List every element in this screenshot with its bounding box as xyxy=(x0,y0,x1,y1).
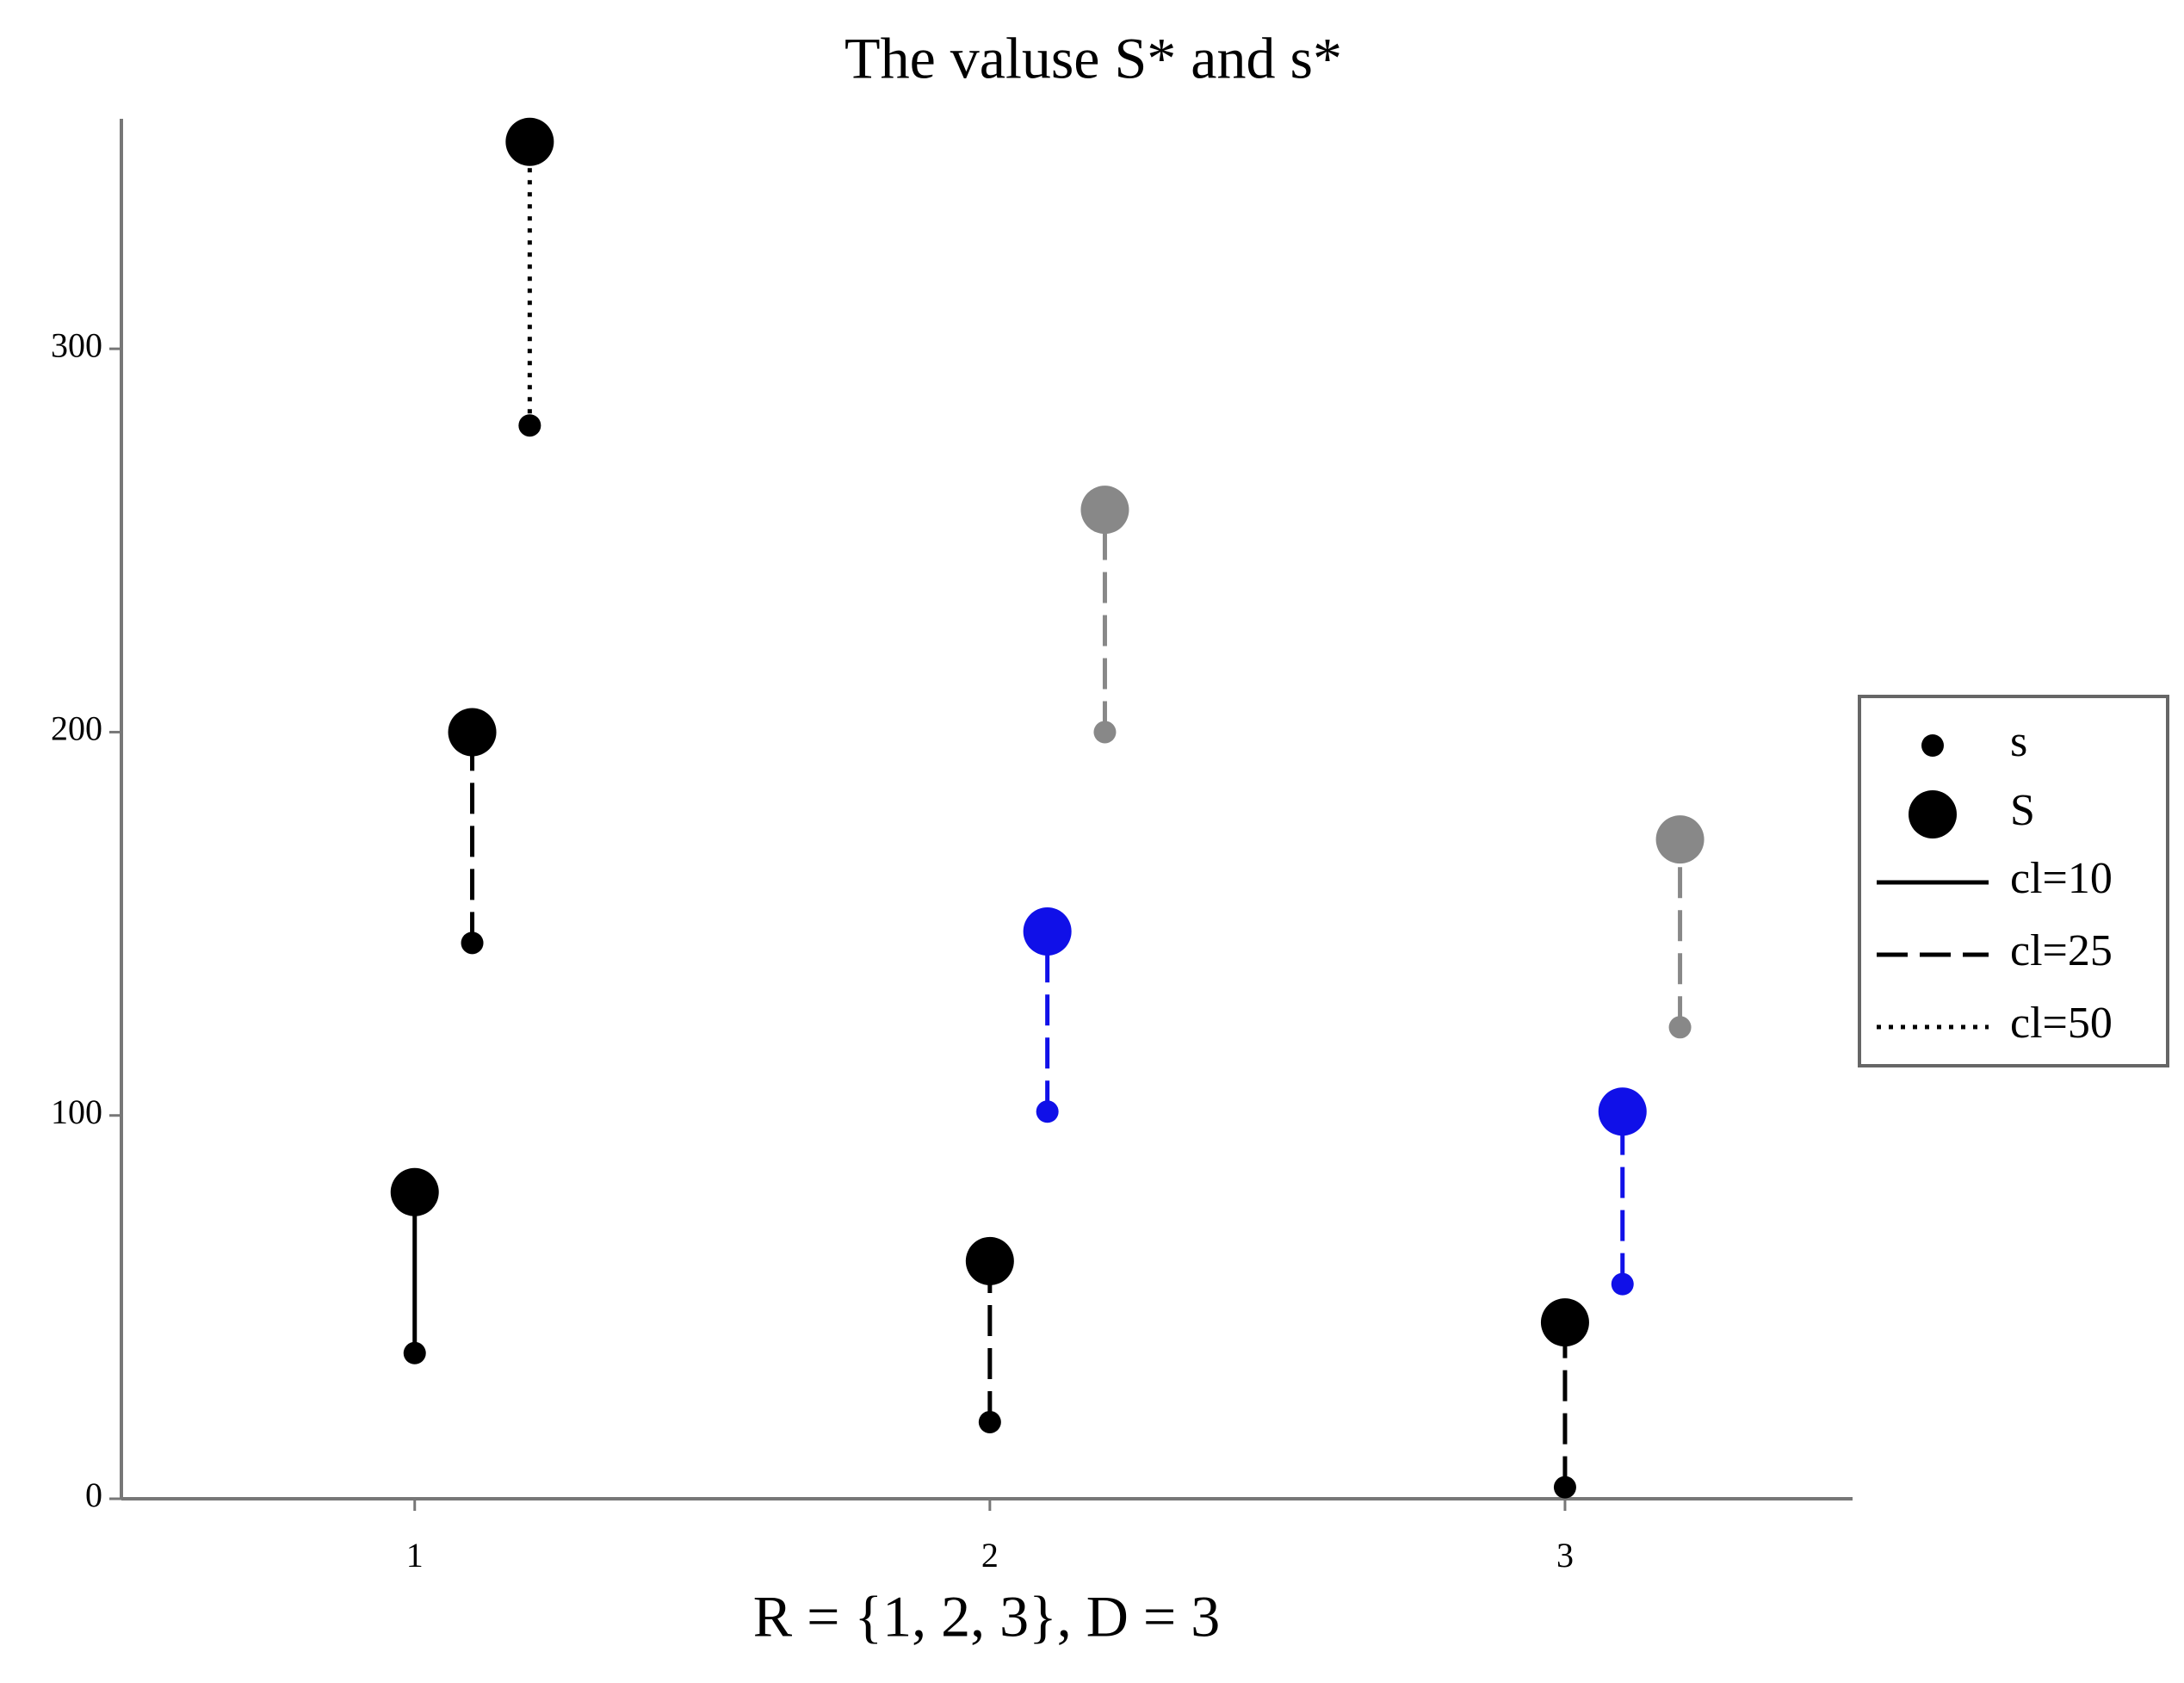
large-marker xyxy=(1655,815,1705,864)
small-marker xyxy=(403,1341,426,1364)
small-marker xyxy=(978,1410,1001,1433)
legend-label: cl=25 xyxy=(2010,926,2113,975)
x-tick-label: 2 xyxy=(981,1536,999,1575)
y-tick-label: 300 xyxy=(51,325,102,364)
small-marker xyxy=(1093,721,1117,744)
small-marker xyxy=(1553,1476,1576,1499)
x-axis-label: R = {1, 2, 3}, D = 3 xyxy=(753,1584,1220,1649)
x-tick-label: 3 xyxy=(1556,1536,1574,1575)
small-marker xyxy=(1611,1272,1634,1296)
y-tick-label: 100 xyxy=(51,1092,102,1131)
x-tick-label: 1 xyxy=(406,1536,424,1575)
large-marker xyxy=(1080,486,1129,535)
legend-marker xyxy=(1921,734,1944,757)
y-tick-label: 0 xyxy=(85,1476,102,1514)
y-tick-label: 200 xyxy=(51,709,102,748)
chart-title: The valuse S* and s* xyxy=(845,26,1342,91)
large-marker xyxy=(1598,1087,1647,1136)
small-marker xyxy=(1036,1100,1059,1123)
small-marker xyxy=(518,414,541,437)
large-marker xyxy=(448,708,497,757)
small-marker xyxy=(461,931,484,955)
large-marker xyxy=(965,1236,1014,1285)
legend-marker xyxy=(1909,790,1957,838)
large-marker xyxy=(1540,1298,1589,1347)
legend-label: cl=50 xyxy=(2010,999,2113,1048)
large-marker xyxy=(390,1167,439,1216)
legend-label: cl=10 xyxy=(2010,854,2113,903)
legend-label: s xyxy=(2010,717,2027,766)
legend-label: S xyxy=(2010,786,2035,835)
large-marker xyxy=(1023,906,1072,956)
small-marker xyxy=(1668,1016,1692,1039)
large-marker xyxy=(505,117,554,166)
